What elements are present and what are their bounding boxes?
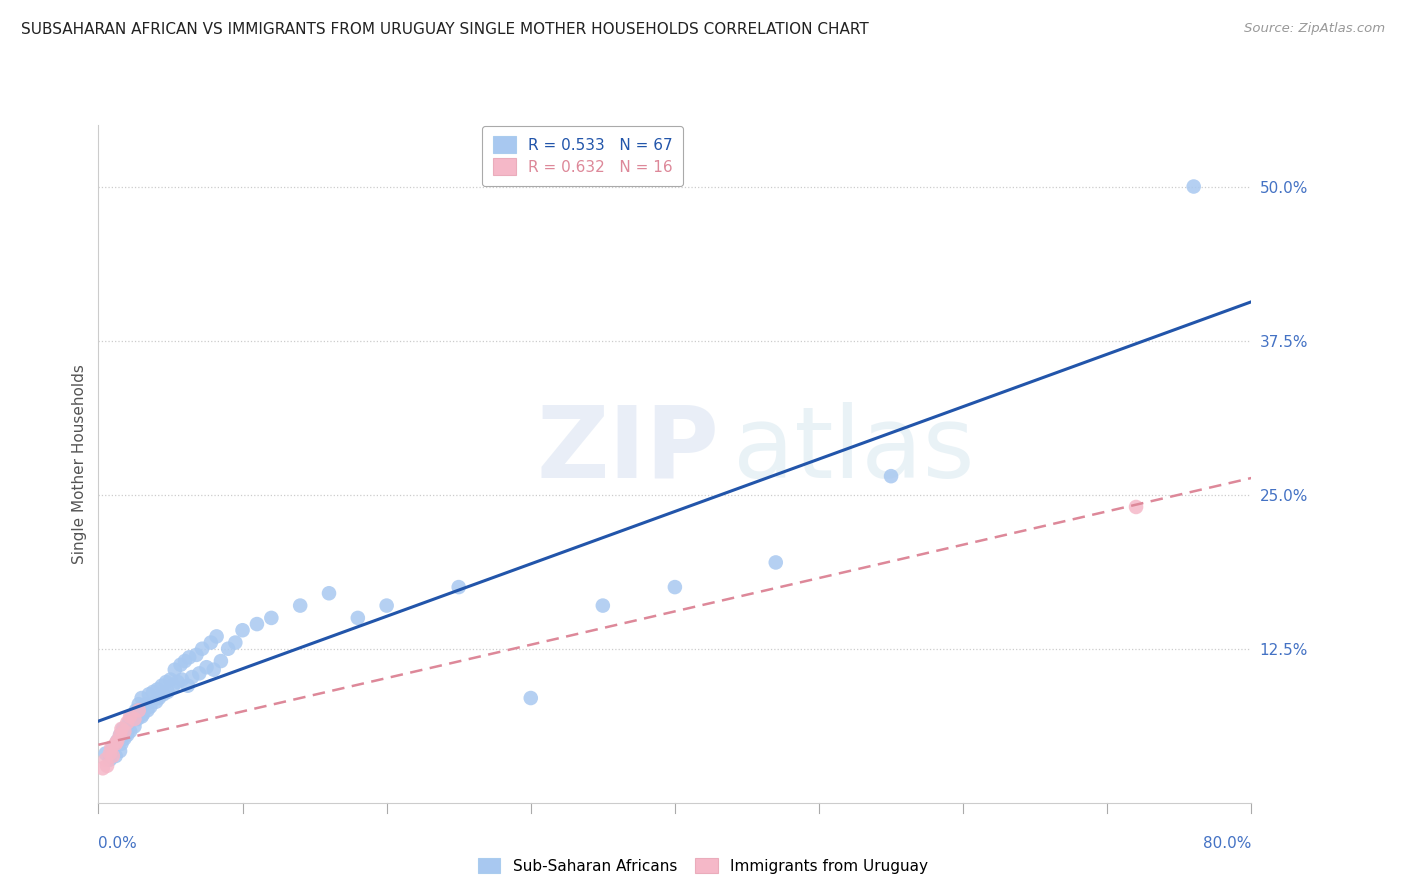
Point bbox=[131, 709, 153, 723]
Point bbox=[96, 759, 118, 773]
Point bbox=[191, 641, 214, 656]
Point bbox=[188, 666, 211, 681]
Point bbox=[170, 673, 193, 687]
Point bbox=[1125, 500, 1147, 514]
Point bbox=[346, 611, 368, 625]
Point bbox=[224, 635, 246, 649]
Point bbox=[150, 679, 173, 693]
Point bbox=[124, 712, 146, 726]
Point bbox=[186, 648, 208, 662]
Point bbox=[127, 712, 149, 726]
Text: ZIP: ZIP bbox=[537, 401, 720, 499]
Point bbox=[128, 697, 150, 711]
Point bbox=[121, 709, 143, 723]
Point bbox=[205, 629, 228, 643]
Point bbox=[136, 703, 159, 717]
Point bbox=[110, 722, 132, 736]
Point bbox=[447, 580, 470, 594]
Point bbox=[94, 747, 117, 761]
Point bbox=[131, 691, 153, 706]
Text: 0.0%: 0.0% bbox=[98, 836, 138, 851]
Point bbox=[108, 728, 131, 742]
Y-axis label: Single Mother Households: Single Mother Households bbox=[72, 364, 87, 564]
Point bbox=[98, 747, 121, 761]
Text: atlas: atlas bbox=[733, 401, 974, 499]
Text: 80.0%: 80.0% bbox=[1204, 836, 1251, 851]
Point bbox=[117, 715, 138, 730]
Point bbox=[118, 715, 141, 730]
Point bbox=[132, 707, 155, 722]
Point bbox=[111, 722, 134, 736]
Point bbox=[108, 728, 131, 742]
Point bbox=[108, 744, 131, 758]
Point bbox=[104, 748, 127, 763]
Point bbox=[152, 687, 174, 701]
Point bbox=[94, 753, 117, 767]
Point bbox=[145, 695, 167, 709]
Point bbox=[104, 737, 127, 751]
Point bbox=[200, 635, 222, 649]
Point bbox=[146, 682, 169, 697]
Point bbox=[664, 580, 686, 594]
Point bbox=[91, 761, 114, 775]
Point bbox=[375, 599, 398, 613]
Point bbox=[110, 737, 132, 751]
Point bbox=[120, 724, 142, 739]
Point bbox=[100, 740, 122, 755]
Point bbox=[880, 469, 903, 483]
Point bbox=[135, 697, 157, 711]
Point bbox=[101, 740, 124, 755]
Point bbox=[112, 731, 135, 746]
Point bbox=[101, 748, 124, 763]
Point bbox=[163, 663, 186, 677]
Point bbox=[138, 687, 160, 701]
Point bbox=[520, 691, 543, 706]
Point bbox=[112, 724, 135, 739]
Point bbox=[125, 703, 148, 717]
Point bbox=[246, 617, 269, 632]
Point bbox=[318, 586, 340, 600]
Point bbox=[128, 703, 150, 717]
Point bbox=[592, 599, 614, 613]
Point bbox=[179, 650, 201, 665]
Point bbox=[120, 709, 142, 723]
Point bbox=[105, 734, 128, 748]
Point bbox=[124, 719, 146, 733]
Point bbox=[156, 685, 179, 699]
Point bbox=[155, 675, 177, 690]
Point bbox=[209, 654, 232, 668]
Point bbox=[217, 641, 239, 656]
Point bbox=[231, 624, 254, 638]
Point bbox=[260, 611, 283, 625]
Point bbox=[98, 753, 121, 767]
Point bbox=[159, 673, 181, 687]
Point bbox=[139, 699, 162, 714]
Point bbox=[290, 599, 312, 613]
Point bbox=[195, 660, 218, 674]
Point bbox=[105, 734, 128, 748]
Point bbox=[162, 679, 184, 693]
Point bbox=[765, 556, 787, 570]
Point bbox=[181, 670, 204, 684]
Legend: R = 0.533   N = 67, R = 0.632   N = 16: R = 0.533 N = 67, R = 0.632 N = 16 bbox=[482, 126, 683, 186]
Point bbox=[177, 679, 200, 693]
Point bbox=[142, 685, 165, 699]
Text: Source: ZipAtlas.com: Source: ZipAtlas.com bbox=[1244, 22, 1385, 36]
Text: SUBSAHARAN AFRICAN VS IMMIGRANTS FROM URUGUAY SINGLE MOTHER HOUSEHOLDS CORRELATI: SUBSAHARAN AFRICAN VS IMMIGRANTS FROM UR… bbox=[21, 22, 869, 37]
Point bbox=[1182, 179, 1205, 194]
Point bbox=[117, 728, 138, 742]
Point bbox=[169, 657, 191, 672]
Point bbox=[148, 691, 170, 706]
Legend: Sub-Saharan Africans, Immigrants from Uruguay: Sub-Saharan Africans, Immigrants from Ur… bbox=[471, 852, 935, 880]
Point bbox=[166, 675, 188, 690]
Point bbox=[174, 654, 197, 668]
Point bbox=[202, 663, 225, 677]
